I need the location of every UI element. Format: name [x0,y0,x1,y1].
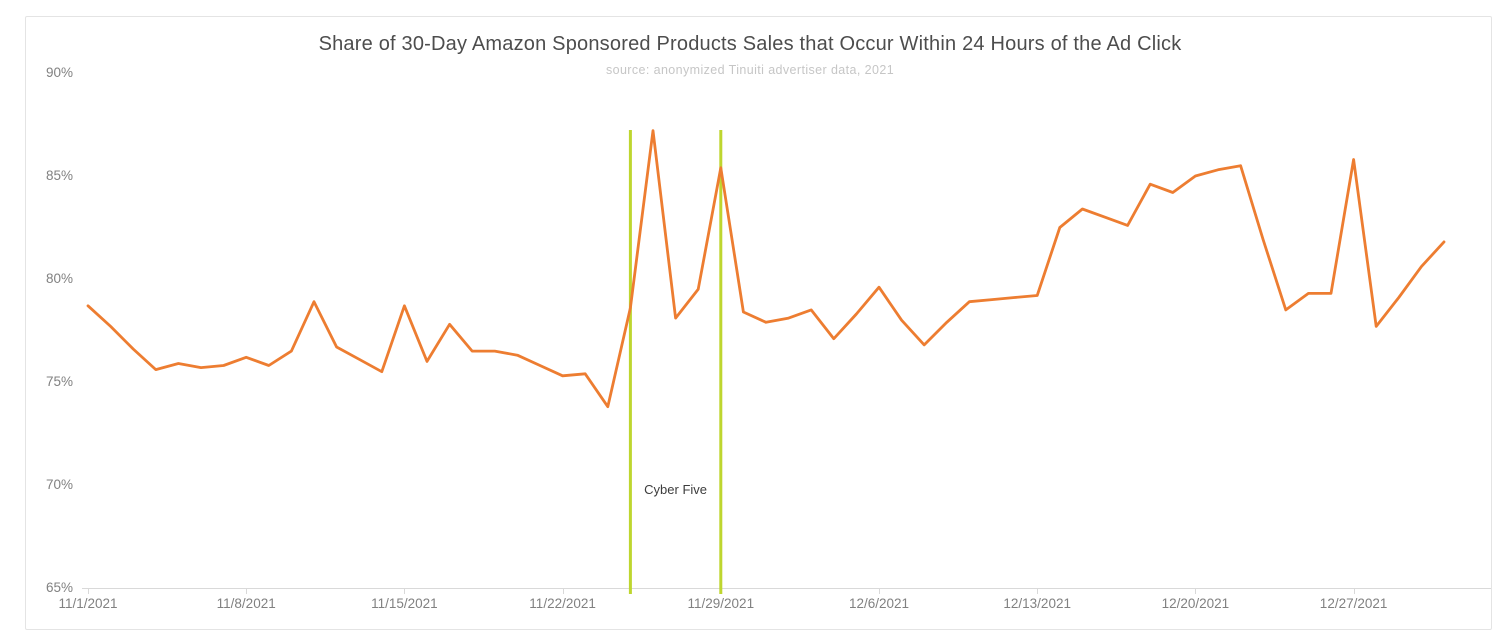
cyber-five-label: Cyber Five [644,482,708,497]
x-tick-label: 12/20/2021 [1161,596,1230,611]
x-tick-label: 11/22/2021 [529,596,596,611]
chart-subtitle: source: anonymized Tinuiti advertiser da… [605,63,895,77]
x-tick [88,588,89,594]
x-tick [1195,588,1197,594]
y-tick-label: 85% [46,168,74,183]
x-tick-label: 11/8/2021 [216,596,276,611]
x-axis-line [82,588,1491,589]
y-tick-label: 65% [46,580,74,595]
x-tick [562,588,564,594]
y-tick-label: 70% [46,477,74,492]
chart-title: Share of 30-Day Amazon Sponsored Product… [318,33,1182,55]
x-tick-label: 12/13/2021 [1003,596,1071,611]
y-tick-label: 75% [46,374,74,389]
x-tick [404,588,406,594]
chart-frame [25,16,1492,630]
x-tick [1353,588,1355,594]
x-tick-label: 12/27/2021 [1319,596,1388,611]
x-tick-label: 11/1/2021 [58,596,118,611]
x-tick [246,588,248,594]
x-tick [879,588,880,594]
x-tick [1037,588,1039,594]
y-tick-label: 80% [46,271,74,286]
x-tick-label: 11/29/2021 [687,596,755,611]
x-tick-label: 11/15/2021 [371,596,438,611]
y-tick-label: 90% [46,65,74,80]
x-tick-label: 12/6/2021 [848,596,910,611]
sales-share-line [86,129,1446,409]
